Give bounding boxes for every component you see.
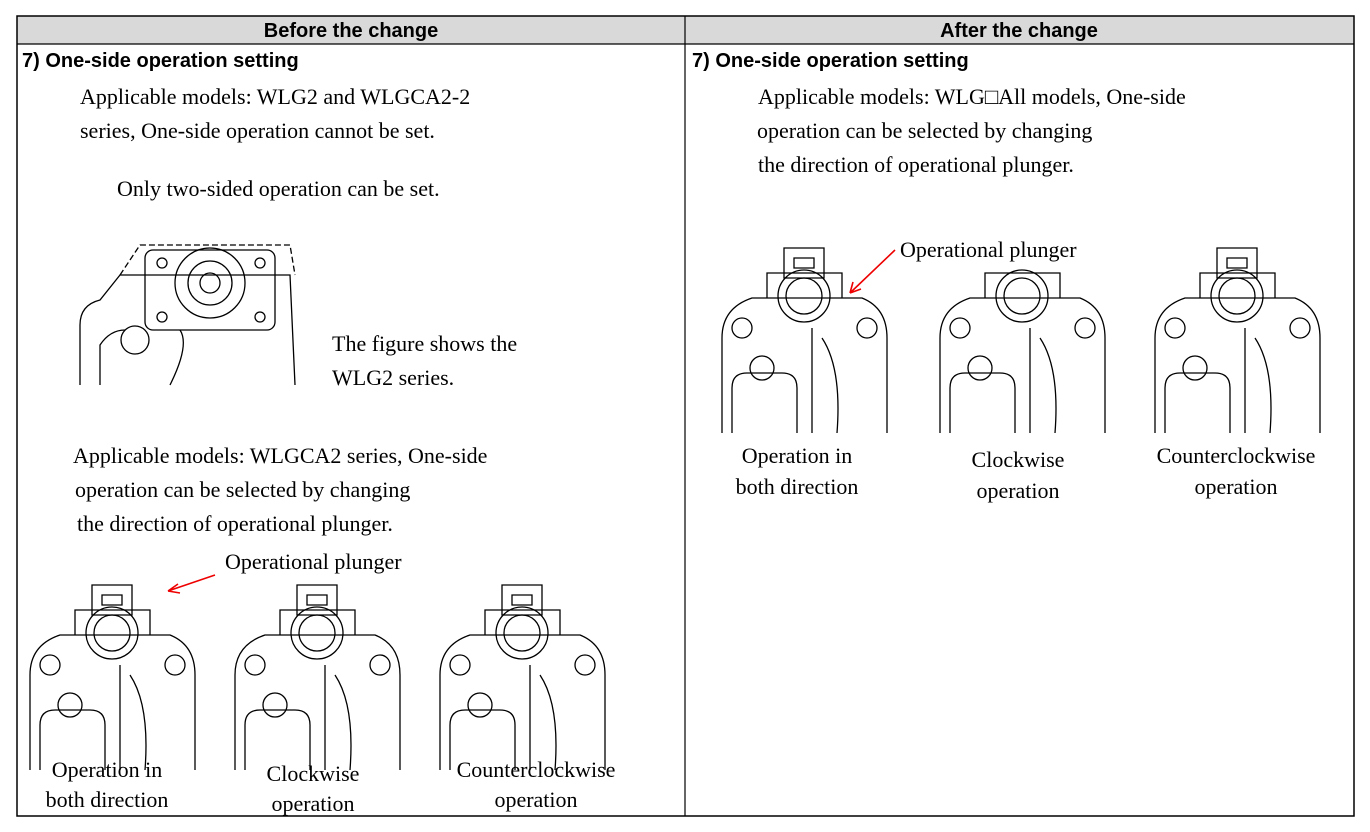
paragraph-line: series, One-side operation cannot be set… bbox=[80, 118, 435, 143]
paragraph-line: operation can be selected by changing bbox=[75, 477, 410, 502]
callout-arrow bbox=[849, 249, 896, 294]
image-caption: Counterclockwise bbox=[1157, 443, 1316, 468]
image-caption: Clockwise bbox=[972, 447, 1065, 472]
image-caption: operation bbox=[1194, 474, 1277, 499]
column-header: Before the change bbox=[264, 20, 438, 42]
switch-figure bbox=[1154, 247, 1321, 434]
image-caption: operation bbox=[271, 791, 354, 816]
paragraph-line: Applicable models: WLG□All models, One-s… bbox=[758, 84, 1186, 109]
note: Only two-sided operation can be set. bbox=[117, 176, 440, 201]
image-caption: Operation in bbox=[742, 443, 853, 468]
figure-caption: WLG2 series. bbox=[332, 365, 454, 390]
image-caption: both direction bbox=[736, 474, 859, 499]
callout: Operational plunger bbox=[225, 549, 402, 574]
figure-caption: The figure shows the bbox=[332, 331, 517, 356]
section-heading: 7) One-side operation setting bbox=[22, 50, 299, 72]
wlg2-figure bbox=[79, 244, 296, 386]
callout-arrow bbox=[167, 574, 216, 594]
table bbox=[16, 15, 1355, 817]
paragraph-line: operation can be selected by changing bbox=[757, 118, 1092, 143]
switch-figure bbox=[439, 584, 606, 771]
image-caption: operation bbox=[976, 478, 1059, 503]
paragraph-line: the direction of operational plunger. bbox=[77, 511, 393, 536]
callout: Operational plunger bbox=[900, 237, 1077, 262]
image-caption: operation bbox=[494, 787, 577, 812]
image-caption: Operation in bbox=[52, 757, 163, 782]
paragraph-line: Applicable models: WLG2 and WLGCA2-2 bbox=[80, 84, 470, 109]
image-caption: both direction bbox=[46, 787, 169, 812]
column-header: After the change bbox=[940, 20, 1098, 42]
switch-figure bbox=[721, 247, 888, 434]
paragraph-line: the direction of operational plunger. bbox=[758, 152, 1074, 177]
paragraph-line: Applicable models: WLGCA2 series, One-si… bbox=[73, 443, 487, 468]
switch-figure bbox=[939, 269, 1106, 434]
switch-figure bbox=[29, 584, 196, 771]
switch-figure bbox=[234, 584, 401, 771]
image-caption: Clockwise bbox=[267, 761, 360, 786]
section-heading: 7) One-side operation setting bbox=[692, 50, 969, 72]
image-caption: Counterclockwise bbox=[457, 757, 616, 782]
